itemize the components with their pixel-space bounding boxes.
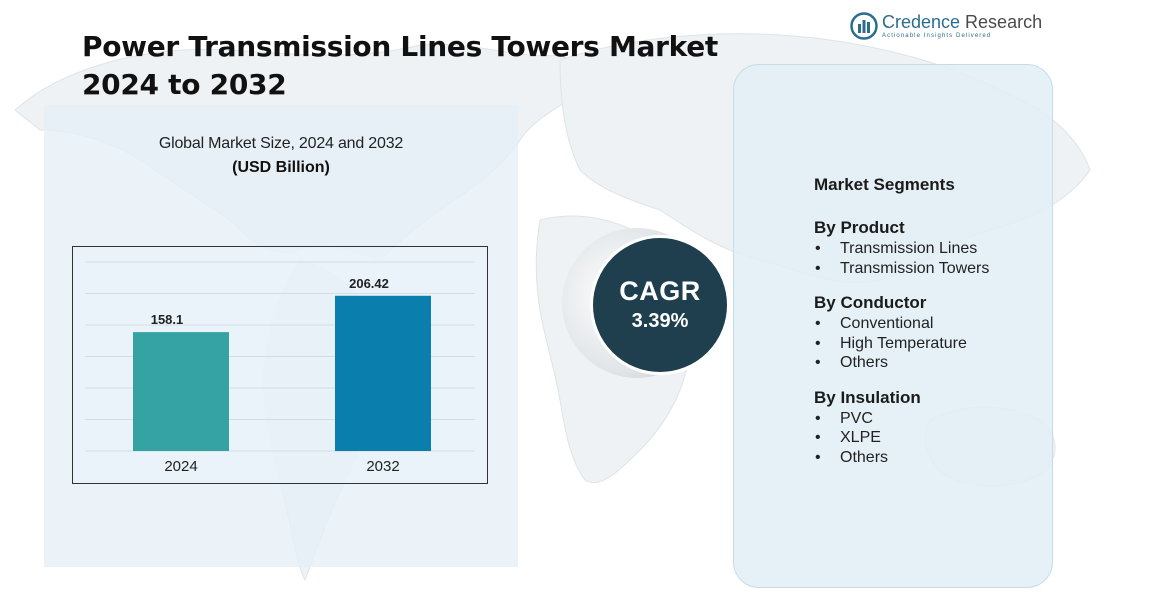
logo-name-part2: Research [960,12,1043,32]
segment-list: • Conventional • High Temperature • Others [814,314,1044,373]
cagr-label: CAGR [619,276,701,306]
segment-group-conductor: By Conductor • Conventional • High Tempera… [814,292,1044,373]
logo-tagline: Actionable Insights Delivered [882,33,992,39]
bar-chart-frame: 158.1 2024 206.42 2032 [72,246,488,484]
logo-icon [850,12,878,40]
list-item: • Transmission Towers [814,259,1044,279]
list-item-label: Transmission Towers [840,259,990,277]
segments-content: Market Segments By Product • Transmission… [814,175,1044,481]
bullet-icon: • [815,315,821,332]
list-item-label: Conventional [840,315,934,332]
chart-heading: Global Market Size, 2024 and 2032 (USD B… [44,135,518,177]
logo-name-part1: Credence [882,12,961,32]
bullet-icon: • [815,240,821,257]
segments-panel: Market Segments By Product • Transmission… [733,64,1053,588]
list-item-label: Others [840,448,889,466]
list-item: • XLPE [814,428,1044,448]
segment-group-title: By Insulation [814,387,921,407]
list-item-label: Others [840,354,889,371]
segment-group-title: By Product [814,218,905,237]
segment-list: • Transmission Lines • Transmission Towers [814,239,1044,278]
chart-title: Global Market Size, 2024 and 2032 [158,135,404,152]
title-line-1: Power Transmission Lines Towers Market [82,30,719,63]
list-item-label: XLPE [840,429,881,446]
bullet-icon: • [815,429,821,446]
data-label: 206.42 [349,276,389,291]
title-line-2: 2024 to 2032 [82,68,287,101]
cagr-badge: CAGR 3.39% [590,235,730,375]
list-item: • Conventional [814,314,1044,334]
segment-group-title: By Conductor [814,293,927,312]
bar-chart: 158.1 2024 206.42 2032 [85,261,475,475]
list-item: • Others [814,353,1044,373]
tick-label: 2024 [164,458,197,475]
brand-logo: Credence Research Actionable Insights De… [850,12,1042,42]
segment-group-product: By Product • Transmission Lines • Transmis… [814,217,1044,278]
page-title: Power Transmission Lines Towers Market 2… [82,28,718,104]
bullet-icon: • [815,448,821,466]
list-item-label: Transmission Lines [840,240,978,257]
list-item: • High Temperature [814,334,1044,354]
logo-name: Credence Research [882,12,1042,33]
bullet-icon: • [815,354,821,371]
chart-unit-label: (USD Billion) [232,159,330,176]
bar-2024 [133,332,229,451]
list-item: • Others [814,448,1044,468]
bar-2032 [335,295,431,451]
tick-label: 2032 [366,458,399,475]
bullet-icon: • [815,259,821,277]
segment-group-insulation: By Insulation • PVC • XLPE • Others [814,387,1044,468]
list-item: • Transmission Lines [814,239,1044,259]
list-item-label: PVC [840,409,873,427]
cagr-value: 3.39% [631,310,689,332]
list-item-label: High Temperature [840,334,967,352]
segment-list: • PVC • XLPE • Others [814,409,1044,468]
segments-heading: Market Segments [814,175,955,194]
bullet-icon: • [815,334,821,352]
bullet-icon: • [815,409,821,427]
data-label: 158.1 [151,312,184,327]
list-item: • PVC [814,409,1044,429]
